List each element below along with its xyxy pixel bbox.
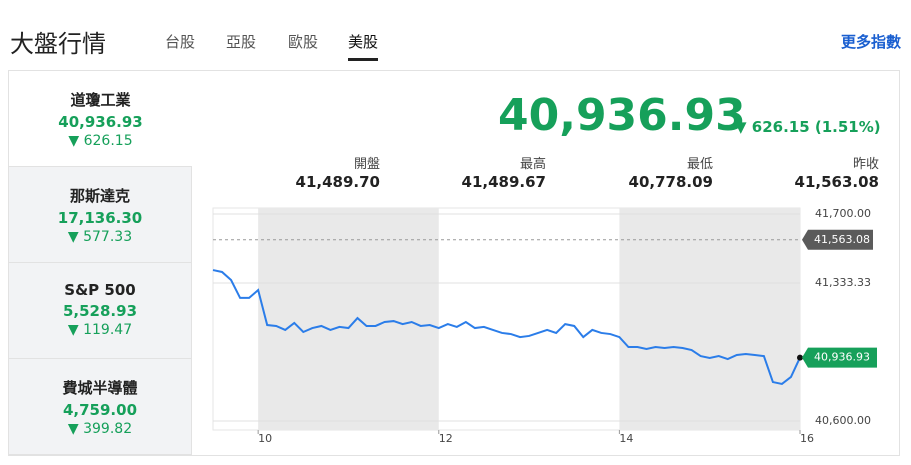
- session-band: [258, 208, 439, 430]
- y-tick-label: 40,600.00: [815, 414, 871, 427]
- x-tick-label: 12: [439, 432, 453, 445]
- index-change: ▼ 577.33: [67, 229, 133, 245]
- index-change: ▼ 626.15: [68, 133, 133, 149]
- tab[interactable]: 台股: [165, 33, 196, 51]
- page-title: 大盤行情: [10, 30, 106, 58]
- y-tick-label: 41,333.33: [815, 276, 871, 289]
- tab[interactable]: 亞股: [226, 33, 257, 51]
- y-tick-label: 41,700.00: [815, 207, 871, 220]
- index-name: S&P 500: [64, 281, 136, 299]
- index-name: 道瓊工業: [70, 91, 131, 109]
- index-change: ▼ 119.47: [67, 322, 133, 338]
- stat-label: 最高: [519, 157, 546, 172]
- index-name: 那斯達克: [69, 187, 130, 205]
- index-item[interactable]: 道瓊工業 40,936.93 ▼ 626.15: [9, 71, 192, 167]
- index-price: 5,528.93: [62, 302, 138, 320]
- quote-change: ▼ 626.15 (1.51%): [735, 118, 881, 136]
- index-change-value: 119.47: [83, 322, 133, 338]
- stat-value: 41,489.67: [461, 173, 546, 191]
- stat-label: 最低: [686, 157, 713, 172]
- index-change: ▼ 399.82: [67, 421, 133, 437]
- reference-tag: [802, 229, 873, 250]
- stat-value: 41,489.70: [295, 173, 380, 191]
- last-point: [797, 354, 803, 361]
- stat-value: 40,778.09: [628, 173, 713, 191]
- index-name: 費城半導體: [62, 379, 138, 397]
- tab[interactable]: 美股: [348, 31, 379, 61]
- index-price: 4,759.00: [62, 401, 138, 419]
- quote-price: 40,936.93: [498, 90, 746, 141]
- tab[interactable]: 歐股: [288, 33, 319, 51]
- x-tick-label: 16: [800, 432, 814, 445]
- stat-value: 41,563.08: [794, 173, 879, 191]
- x-tick-label: 10: [258, 432, 272, 445]
- last-tag: [802, 347, 877, 368]
- session-band: [619, 208, 800, 430]
- index-change-value: 577.33: [83, 229, 133, 245]
- quote-change-text: 626.15 (1.51%): [751, 118, 881, 136]
- panel: [8, 70, 900, 456]
- index-item[interactable]: S&P 500 5,528.93 ▼ 119.47: [9, 263, 192, 359]
- reference-label: 41,563.08: [814, 233, 870, 246]
- index-change-value: 399.82: [83, 421, 133, 437]
- index-price: 40,936.93: [58, 113, 143, 131]
- index-change-value: 626.15: [83, 133, 133, 149]
- stat-label: 昨收: [852, 157, 879, 172]
- x-tick-label: 14: [619, 432, 633, 445]
- index-price: 17,136.30: [57, 209, 143, 227]
- last-label: 40,936.93: [814, 351, 870, 364]
- price-line: [212, 269, 801, 386]
- stat-label: 開盤: [353, 157, 380, 172]
- index-item[interactable]: 費城半導體 4,759.00 ▼ 399.82: [9, 359, 192, 455]
- more-link[interactable]: 更多指數: [840, 33, 901, 51]
- index-item[interactable]: 那斯達克 17,136.30 ▼ 577.33: [9, 167, 192, 263]
